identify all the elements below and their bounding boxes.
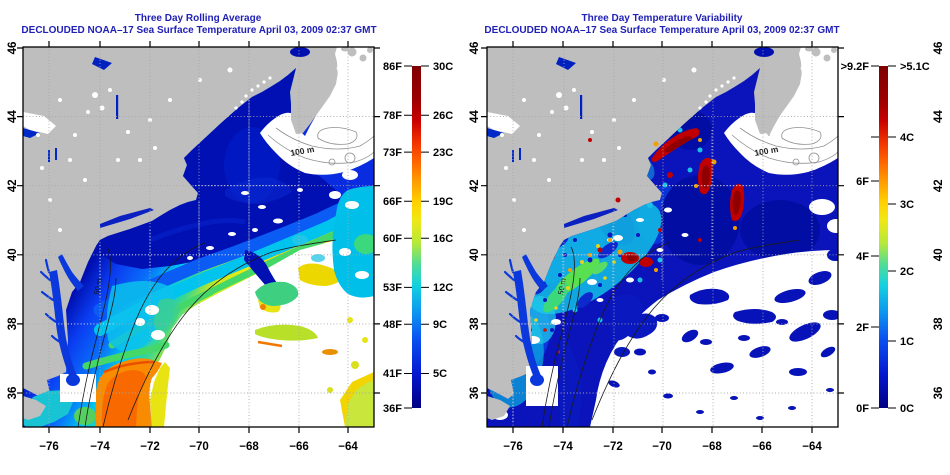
svg-text:−74: −74	[90, 441, 110, 453]
svg-text:23C: 23C	[433, 147, 453, 159]
svg-text:44: 44	[469, 110, 481, 123]
svg-text:26C: 26C	[433, 110, 453, 122]
svg-text:DECLOUDED NOAA–17 Sea Surface: DECLOUDED NOAA–17 Sea Surface Temperatur…	[21, 25, 376, 36]
svg-text:0C: 0C	[900, 403, 914, 415]
svg-text:40: 40	[933, 248, 945, 261]
svg-text:1C: 1C	[900, 336, 914, 348]
svg-text:73F: 73F	[383, 147, 402, 159]
svg-text:−76: −76	[39, 441, 59, 453]
svg-text:16C: 16C	[433, 233, 453, 245]
svg-text:−66: −66	[752, 441, 772, 453]
svg-text:78F: 78F	[383, 110, 402, 122]
svg-text:46: 46	[933, 42, 945, 55]
svg-text:42: 42	[7, 179, 19, 192]
svg-text:42: 42	[469, 179, 481, 192]
svg-text:40: 40	[469, 248, 481, 261]
svg-text:38: 38	[933, 317, 945, 330]
svg-text:−72: −72	[140, 441, 160, 453]
svg-text:−72: −72	[603, 441, 623, 453]
svg-text:−70: −70	[652, 441, 672, 453]
svg-text:−64: −64	[802, 441, 822, 453]
svg-text:42: 42	[933, 179, 945, 192]
svg-text:36: 36	[933, 387, 945, 400]
svg-text:36: 36	[7, 387, 19, 400]
svg-text:>5.1C: >5.1C	[900, 61, 930, 73]
svg-text:66F: 66F	[383, 196, 402, 208]
svg-text:2C: 2C	[900, 266, 914, 278]
svg-text:4C: 4C	[900, 132, 914, 144]
svg-text:36: 36	[469, 387, 481, 400]
svg-text:−64: −64	[338, 441, 358, 453]
svg-text:30C: 30C	[433, 61, 453, 73]
svg-text:−68: −68	[239, 441, 259, 453]
svg-text:Three Day Rolling Average: Three Day Rolling Average	[135, 13, 262, 24]
svg-text:Three Day Temperature Variabil: Three Day Temperature Variability	[582, 13, 743, 24]
svg-text:−74: −74	[553, 441, 573, 453]
svg-text:36F: 36F	[383, 403, 402, 415]
svg-text:48F: 48F	[383, 319, 402, 331]
svg-text:40: 40	[7, 248, 19, 261]
svg-text:2F: 2F	[856, 322, 869, 334]
svg-text:41F: 41F	[383, 368, 402, 380]
svg-text:44: 44	[933, 110, 945, 123]
svg-text:−70: −70	[189, 441, 209, 453]
svg-text:9C: 9C	[433, 319, 447, 331]
svg-text:12C: 12C	[433, 282, 453, 294]
svg-text:−66: −66	[289, 441, 309, 453]
svg-text:−76: −76	[503, 441, 523, 453]
svg-text:5C: 5C	[433, 368, 447, 380]
svg-text:44: 44	[7, 110, 19, 123]
svg-text:DECLOUDED NOAA–17 Sea Surface: DECLOUDED NOAA–17 Sea Surface Temperatur…	[484, 25, 839, 36]
svg-text:3C: 3C	[900, 199, 914, 211]
svg-text:0F: 0F	[856, 403, 869, 415]
svg-text:−68: −68	[702, 441, 722, 453]
svg-text:4F: 4F	[856, 251, 869, 263]
svg-text:6F: 6F	[856, 176, 869, 188]
svg-text:46: 46	[7, 42, 19, 55]
svg-text:>9.2F: >9.2F	[841, 61, 870, 73]
svg-text:86F: 86F	[383, 61, 402, 73]
svg-text:60F: 60F	[383, 233, 402, 245]
svg-text:19C: 19C	[433, 196, 453, 208]
svg-text:53F: 53F	[383, 282, 402, 294]
svg-text:38: 38	[7, 317, 19, 330]
svg-text:38: 38	[469, 317, 481, 330]
svg-text:46: 46	[469, 42, 481, 55]
